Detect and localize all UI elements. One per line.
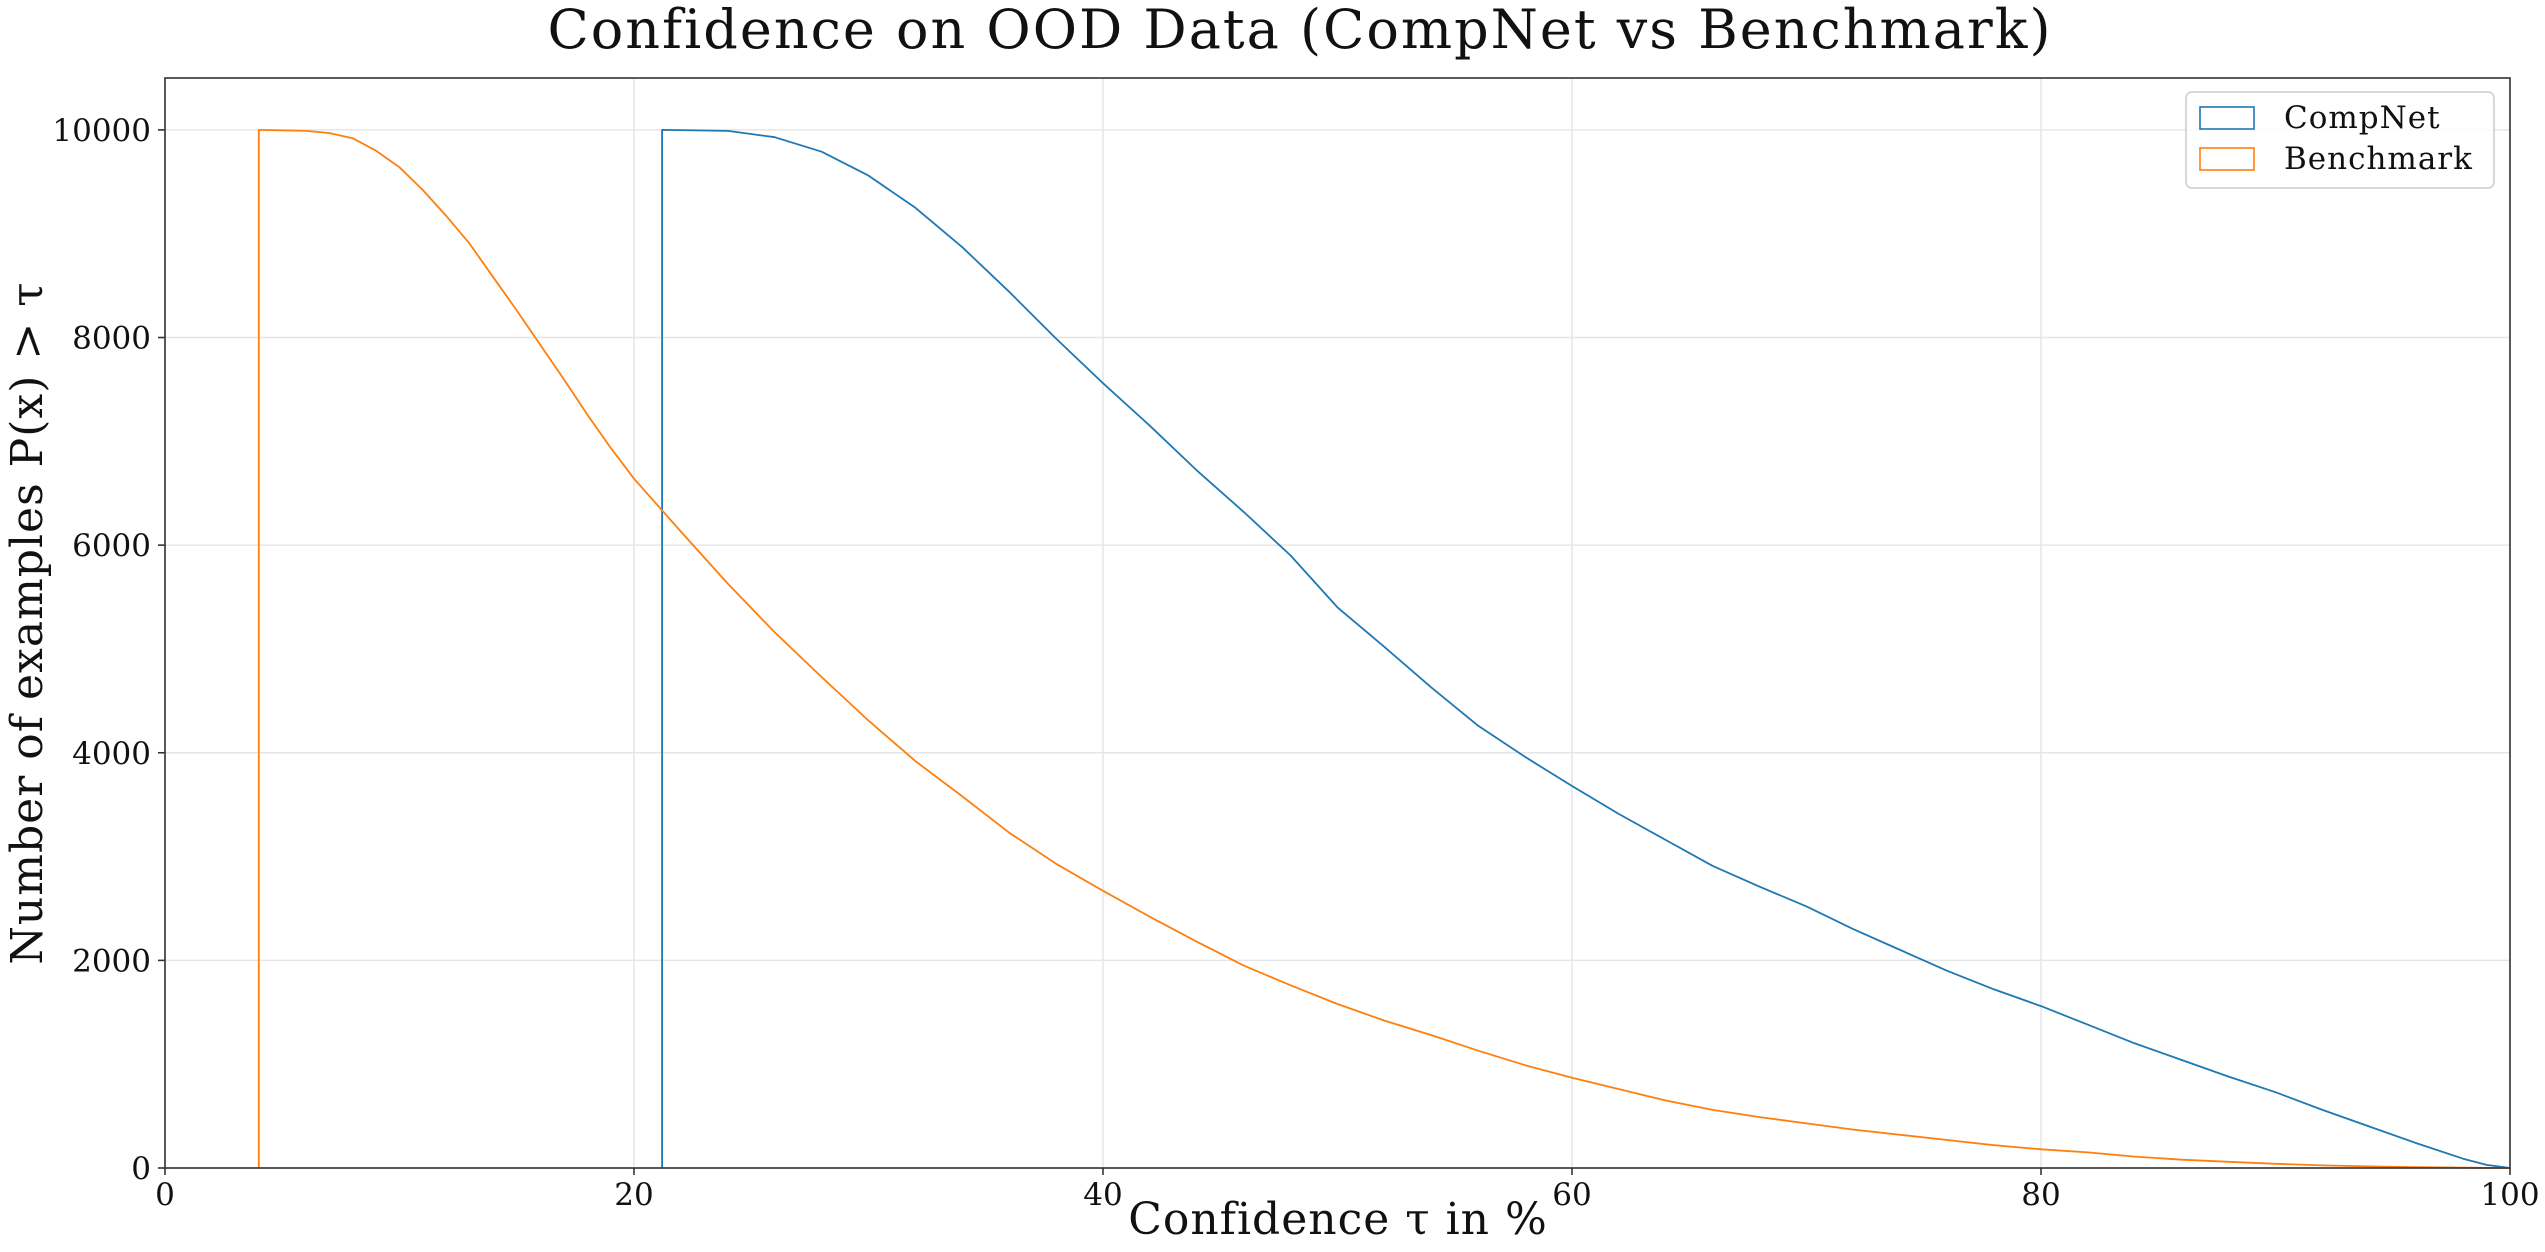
y-axis-label: Number of examples P(x) > τ (2, 281, 53, 964)
y-tick-label-4000: 4000 (72, 736, 151, 772)
x-tick-label-80: 80 (2021, 1177, 2060, 1213)
series-line-benchmark (257, 128, 2511, 1169)
y-tick-label-10000: 10000 (52, 113, 151, 149)
y-tick-label-0: 0 (131, 1151, 151, 1187)
y-tick-label-8000: 8000 (72, 321, 151, 357)
plot-frame (164, 77, 2511, 1169)
x-axis-label: Confidence τ in % (1128, 1194, 1548, 1245)
legend-swatch-benchmark (2199, 147, 2255, 171)
axis-ticks: 0 20 40 60 80 100 0 2000 4000 6000 8000 10000 (52, 113, 2539, 1213)
series-line-compnet (661, 128, 2511, 1169)
x-tick-label-0: 0 (155, 1177, 175, 1213)
x-tick-label-60: 60 (1552, 1177, 1591, 1213)
y-tick-label-6000: 6000 (72, 528, 151, 564)
legend-label-compnet: CompNet (2284, 100, 2441, 136)
legend: CompNet Benchmark (2185, 91, 2495, 189)
x-tick-label-100: 100 (2480, 1177, 2539, 1213)
chart-title: Confidence on OOD Data (CompNet vs Bench… (547, 0, 2052, 61)
x-tick-label-40: 40 (1083, 1177, 1122, 1213)
legend-swatch-compnet (2199, 106, 2255, 130)
legend-frame (2185, 91, 2495, 189)
x-tick-label-20: 20 (614, 1177, 653, 1213)
legend-label-benchmark: Benchmark (2284, 141, 2473, 177)
series-lines (257, 128, 2511, 1169)
y-tick-label-2000: 2000 (72, 943, 151, 979)
